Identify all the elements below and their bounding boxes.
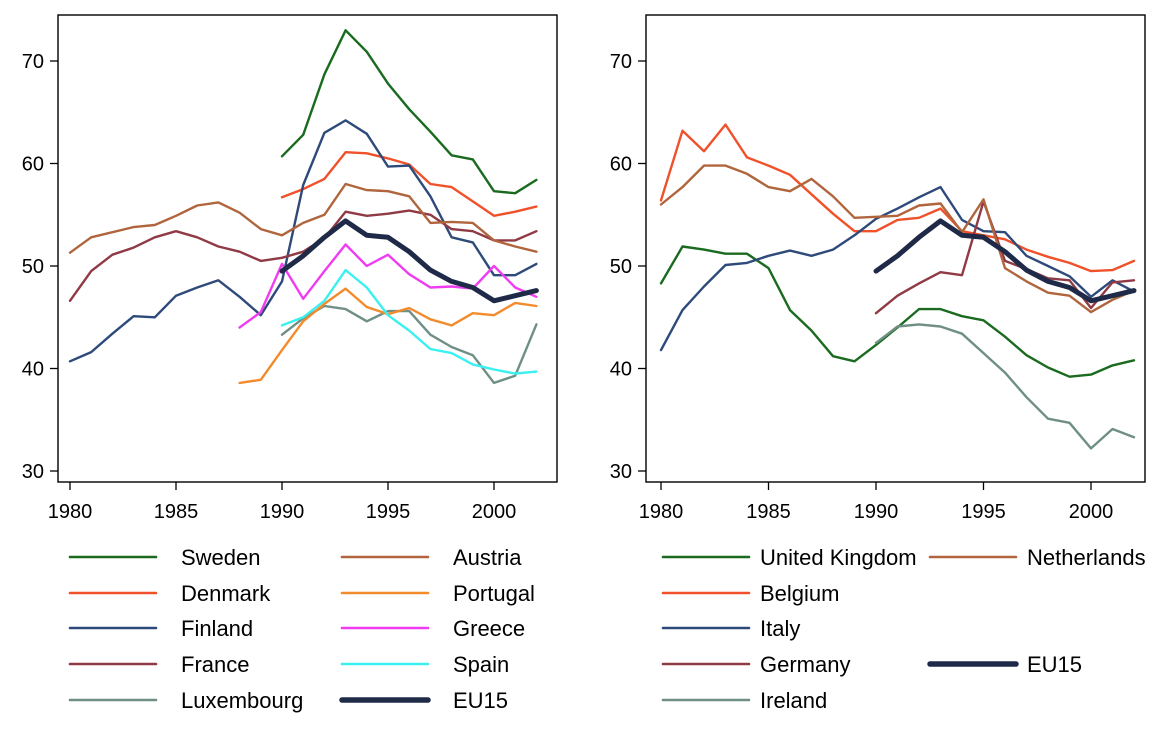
panel2-x-tick-label-1990: 1990 [854,501,899,523]
panel1-series-france-line [68,209,538,302]
panel1-series-finland-line [68,119,538,363]
panel2-series-eu15-line [873,218,1137,304]
panel1-y-tick-label-50: 50 [22,256,44,278]
panel2-series-netherlands-line [659,164,1136,314]
panel1-x-tick-label-1985: 1985 [154,501,199,523]
panel1-series-austria-line [68,182,538,254]
panel2-series-united-kingdom-line [659,245,1136,378]
panel1-legend-eu15-label: EU15 [453,688,508,713]
panel1-legend-finland-label: Finland [181,616,253,641]
panel1-y-tick-label-40: 40 [22,359,44,381]
panel1-x-tick-label-1980: 1980 [48,501,93,523]
panel2-legend-belgium-label: Belgium [760,581,839,606]
panel2-x-tick-label-1980: 1980 [639,501,684,523]
panel1-series-spain-line [280,268,538,375]
panel1-y-tick-label-30: 30 [22,461,44,483]
panel2-x-tick-label-1995: 1995 [961,501,1006,523]
panel2-legend-netherlands-label: Netherlands [1027,545,1146,570]
panel1-legend-spain-label: Spain [453,652,509,677]
panel2-y-tick-label-30: 30 [610,461,632,483]
panel2-legend-eu15-label: EU15 [1027,652,1082,677]
panel2-y-tick-label-70: 70 [610,51,632,73]
panel1-legend-austria-label: Austria [453,545,522,570]
panel2-legend-italy-label: Italy [760,616,800,641]
panel1-x-tick-label-2000: 2000 [472,501,517,523]
panel2-series-germany-line [874,200,1136,315]
panel1-plot-frame [57,14,558,483]
panel1-x-tick-label-1995: 1995 [366,501,411,523]
panel2-legend-united-kingdom-label: United Kingdom [760,545,917,570]
panel2-x-tick-label-2000: 2000 [1069,501,1114,523]
panel1-x-tick-label-1990: 1990 [260,501,305,523]
panel1-series-eu15-line [279,218,539,304]
panel2-series-ireland-line [874,323,1136,450]
panel1-legend-sweden-label: Sweden [181,545,261,570]
panel2-legend-germany-label: Germany [760,652,850,677]
panel1-series-greece-line [238,243,538,329]
panel2-legend-ireland-label: Ireland [760,688,827,713]
panel2-series-belgium-line [659,123,1136,273]
panel1-y-tick-label-60: 60 [22,154,44,176]
panel2-plot-frame [645,14,1146,483]
panel2-x-tick-label-1985: 1985 [746,501,791,523]
panel1-series-denmark-line [280,150,538,218]
panel1-legend-greece-label: Greece [453,616,525,641]
panel1-series-luxembourg-line [280,304,538,385]
panel2-y-tick-label-50: 50 [610,256,632,278]
panel1-series-sweden-line [280,29,538,195]
panel2-y-tick-label-60: 60 [610,154,632,176]
panel2-y-tick-label-40: 40 [610,359,632,381]
panel1-legend-luxembourg-label: Luxembourg [181,688,303,713]
panel1-legend-france-label: France [181,652,249,677]
panel1-y-tick-label-70: 70 [22,51,44,73]
panel2-series-italy-line [659,185,1136,352]
panel1-legend-denmark-label: Denmark [181,581,271,606]
panel1-legend-portugal-label: Portugal [453,581,535,606]
